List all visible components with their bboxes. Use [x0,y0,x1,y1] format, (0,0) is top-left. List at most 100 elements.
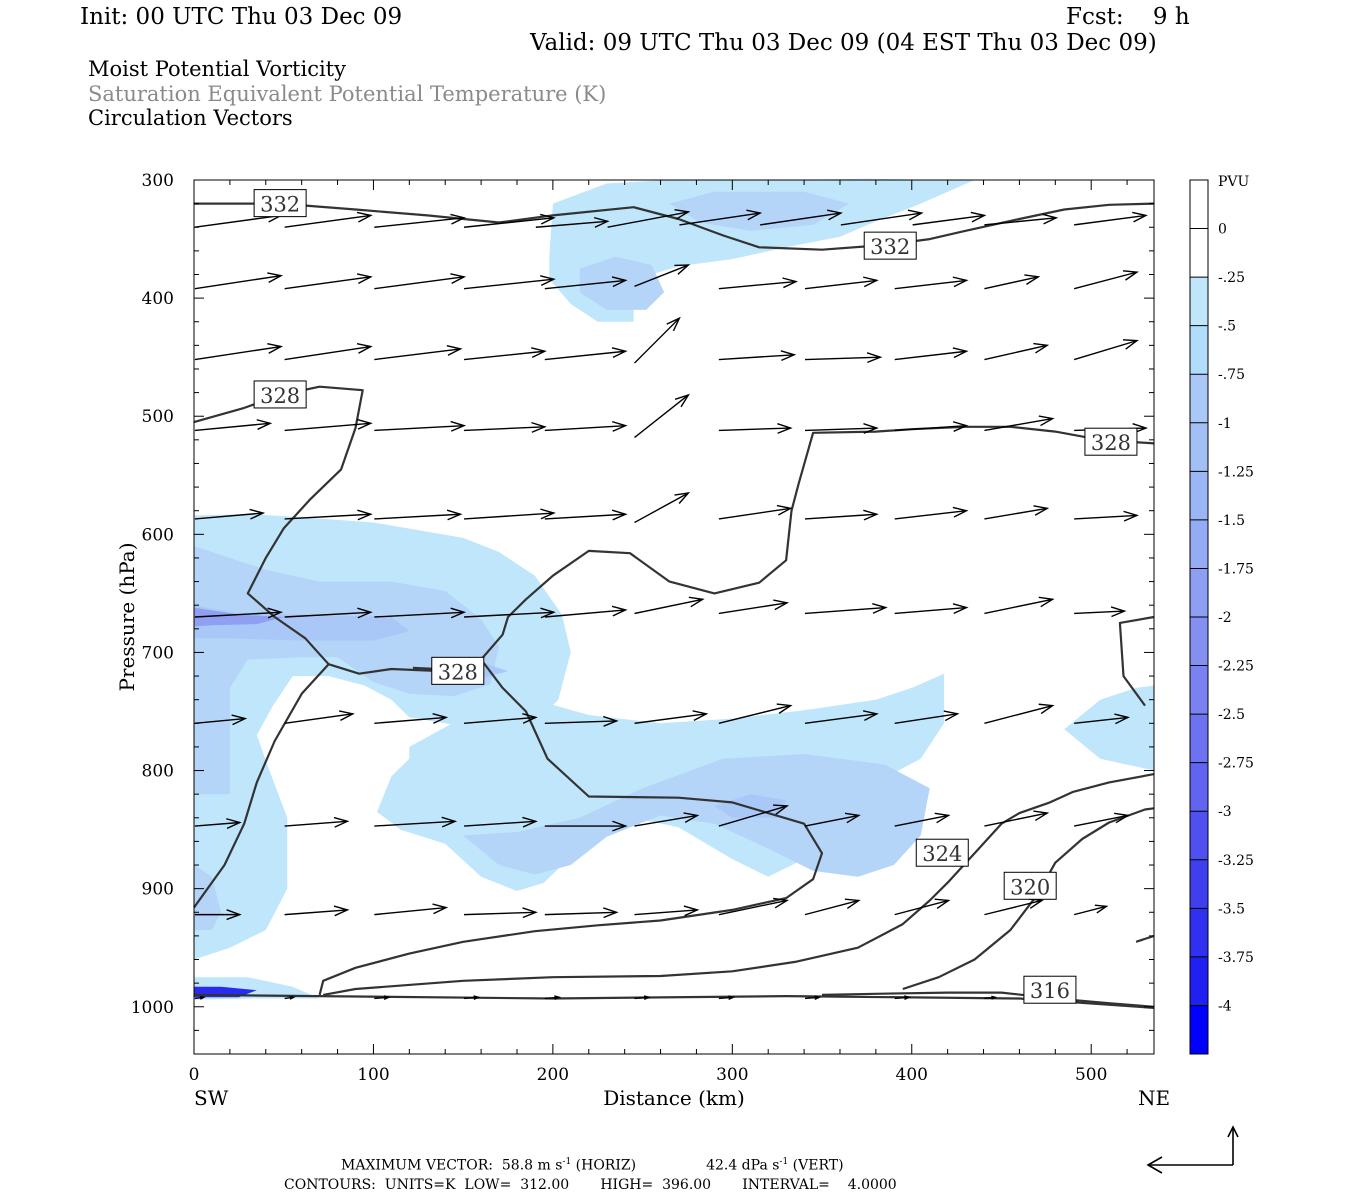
circulation-vector [1073,339,1139,361]
colorbar-swatch [1190,471,1208,521]
circulation-vector [984,995,998,1000]
svg-text:324: 324 [922,842,962,866]
pv-shade-2 [549,178,975,322]
circulation-vector [840,209,924,226]
circulation-vector [464,907,538,919]
circulation-vector [804,276,879,290]
colorbar-label: -1.5 [1218,513,1245,529]
circulation-vector [544,347,628,361]
circulation-vector [544,820,628,832]
circulation-vector [544,605,628,618]
circulation-vector [984,213,1059,226]
contour-line-320 [1135,934,1155,943]
circulation-vector [463,275,556,290]
circulation-vector [718,897,790,916]
svg-text:320: 320 [1010,875,1050,899]
svg-text:328: 328 [260,384,300,408]
circulation-vector [194,909,242,921]
circulation-vector [464,508,556,520]
circulation-vector [284,418,373,432]
circulation-vector [463,213,556,228]
contour-label: 332 [863,231,917,260]
circulation-vector [284,607,373,619]
circulation-vector [718,422,793,434]
circulation-vector [374,213,467,228]
circulation-vector [194,607,284,619]
circulation-vector [194,818,242,829]
x-tick-label: 0 [189,1065,200,1085]
circulation-vector [760,209,843,226]
circulation-vector [374,509,463,521]
y-tick-label: 500 [142,407,174,427]
circulation-vector [544,907,619,919]
circulation-vector [194,995,206,1000]
circulation-vector [284,710,355,724]
circulation-vector [535,216,610,228]
max-vector-horiz: (HORIZ) [571,1157,637,1174]
circulation-vector [284,211,373,228]
circulation-vector [1074,510,1139,522]
colorbar-swatch [1190,617,1208,667]
circulation-vector [194,272,284,290]
circulation-vector [1074,713,1131,725]
circulation-vector [463,713,538,724]
circulation-vector [544,715,619,727]
max-vector-text: MAXIMUM VECTOR: 58.8 m s [341,1157,563,1174]
colorbar-label: -1.25 [1218,464,1254,480]
valid-time: Valid: 09 UTC Thu 03 Dec 09 (04 EST Thu … [530,30,1157,56]
circulation-vector [984,342,1050,361]
colorbar-swatch [1190,519,1208,569]
colorbar-label: -3 [1218,804,1232,820]
colorbar-swatch [1190,714,1208,764]
circulation-vector [634,316,681,364]
circulation-vector [984,415,1055,432]
circulation-vector [804,422,879,434]
colorbar-label: 0 [1218,222,1227,238]
colorbar-label: -.75 [1218,367,1245,383]
svg-text:328: 328 [438,660,478,684]
x-right-end-label: NE [1138,1086,1170,1110]
circulation-vector [463,347,547,361]
max-vector-exp: -1 [562,1157,572,1167]
x-axis: 0 100 200 300 400 500 [189,180,1128,1085]
contour-line-328 [318,658,824,996]
forecast-hour: Fcst: 9 h [1066,4,1190,30]
circulation-vector [718,703,793,724]
title-mpv: Moist Potential Vorticity [88,57,346,81]
colorbar-label: -4 [1218,998,1232,1014]
colorbar: PVU 0 -.25 -.5 -.75 -1 -1.25 -1.5 -1.75 -2 -2.25 -2… [1189,174,1254,1055]
circulation-vector [1073,270,1139,290]
circulation-vector [804,995,822,1001]
circulation-vector [1074,606,1127,618]
contour-line-312 [193,993,1155,1009]
max-vector-line: MAXIMUM VECTOR: 58.8 m s-1 (HORIZ) 42.4 d… [341,1157,844,1174]
contour-line-328 [193,663,330,909]
circulation-vector [984,596,1055,615]
circulation-vector [634,812,700,827]
circulation-vector [894,347,969,361]
colorbar-label: -.5 [1218,319,1236,335]
circulation-vector [194,508,266,520]
pv-shade-13 [194,607,284,627]
circulation-vector [284,905,350,917]
circulation-vector [374,420,467,432]
max-vector-vert-tail: (VERT) [788,1157,844,1174]
x-tick-label: 400 [896,1065,928,1085]
colorbar-label: -3.5 [1218,901,1245,917]
colorbar-label: -3.75 [1218,950,1254,966]
circulation-vector [634,596,705,615]
circulation-vector [634,710,709,724]
max-vector-vert-exp: -1 [779,1157,789,1167]
x-tick-label: 300 [716,1065,748,1085]
colorbar-swatch [1190,568,1208,618]
circulation-vector [894,995,912,1001]
y-tick-label: 300 [142,171,174,191]
circulation-vector [374,607,467,619]
contour-label: 332 [253,189,307,218]
circulation-vector [894,506,969,520]
circulation-vector [284,343,373,361]
contour-label: 320 [1003,871,1057,900]
contour-label: 316 [1023,975,1077,1004]
circulation-vector [1073,904,1109,916]
circulation-vector [463,995,481,1001]
